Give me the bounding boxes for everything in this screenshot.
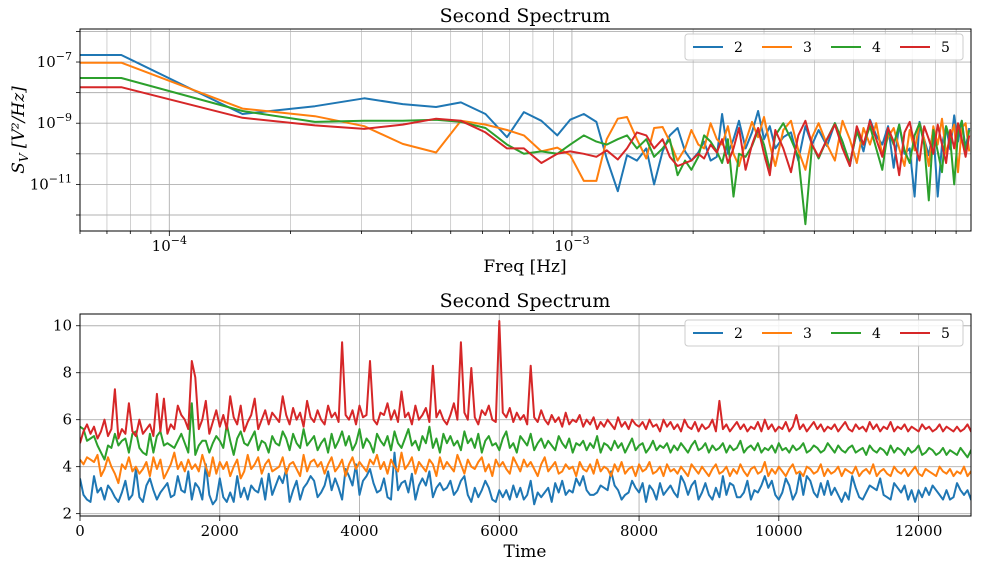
bottom-ytick-label: 2 <box>62 505 72 523</box>
bottom-x-label: Time <box>504 542 547 562</box>
bottom-ytick-label: 10 <box>53 317 72 335</box>
svg-text:SV [V²/Hz]: SV [V²/Hz] <box>9 86 31 174</box>
bottom-xtick-label: 12000 <box>895 522 943 540</box>
bottom-ticks: 0 2000 4000 6000 8000 10000 12000 2 4 6 8 10 <box>53 317 943 540</box>
bottom-chart-title: Second Spectrum <box>440 290 611 312</box>
top-y-label: SV [V²/Hz] <box>9 86 31 174</box>
top-legend-label-3: 3 <box>803 40 812 56</box>
top-legend: 2 3 4 5 <box>684 33 964 61</box>
top-ytick-label: 10−11 <box>30 172 72 193</box>
bottom-xtick-label: 2000 <box>201 522 239 540</box>
bottom-series-4-line <box>80 402 971 461</box>
bottom-series-2-line <box>80 451 971 506</box>
top-legend-label-4: 4 <box>872 40 881 56</box>
top-ytick-label: 10−9 <box>37 111 72 132</box>
bottom-ytick-label: 8 <box>62 364 72 382</box>
top-series-5-line <box>80 86 971 177</box>
bottom-chart: Second Spectrum 0 2000 4000 6000 8000 10000 12… <box>53 290 972 562</box>
bottom-series-5-line <box>80 320 971 444</box>
bottom-series-3-line <box>80 451 971 485</box>
top-legend-label-5: 5 <box>941 40 950 56</box>
bottom-legend-label-4: 4 <box>872 326 881 342</box>
bottom-xtick-label: 4000 <box>340 522 378 540</box>
top-series-group <box>80 54 971 226</box>
bottom-legend-label-5: 5 <box>941 326 950 342</box>
top-series-3-line <box>80 61 971 182</box>
bottom-legend-label-2: 2 <box>734 326 743 342</box>
bottom-legend-box <box>684 319 964 347</box>
top-xtick-label: 10−3 <box>554 234 589 255</box>
bottom-ytick-label: 4 <box>62 458 72 476</box>
top-ytick-label: 10−7 <box>37 50 72 71</box>
bottom-axes-frame <box>79 313 972 517</box>
top-legend-box <box>684 33 964 61</box>
bottom-xtick-label: 0 <box>75 522 85 540</box>
top-chart-title: Second Spectrum <box>440 5 611 27</box>
bottom-legend: 2 3 4 5 <box>684 319 964 347</box>
bottom-xtick-label: 8000 <box>620 522 658 540</box>
top-ticks: 10−4 10−3 10−7 10−9 10−11 <box>30 31 957 255</box>
top-series-2-line <box>80 54 971 198</box>
bottom-xtick-label: 10000 <box>755 522 803 540</box>
top-chart: Second Spectrum 10−4 10−3 10−7 10−9 10−11 Fr… <box>9 5 972 277</box>
top-axes-frame <box>79 28 972 232</box>
top-xtick-label: 10−4 <box>152 234 187 255</box>
bottom-series-group <box>80 320 971 506</box>
bottom-legend-label-3: 3 <box>803 326 812 342</box>
top-x-label: Freq [Hz] <box>483 257 566 277</box>
top-legend-label-2: 2 <box>734 40 743 56</box>
bottom-xtick-label: 6000 <box>480 522 518 540</box>
bottom-ytick-label: 6 <box>62 411 72 429</box>
